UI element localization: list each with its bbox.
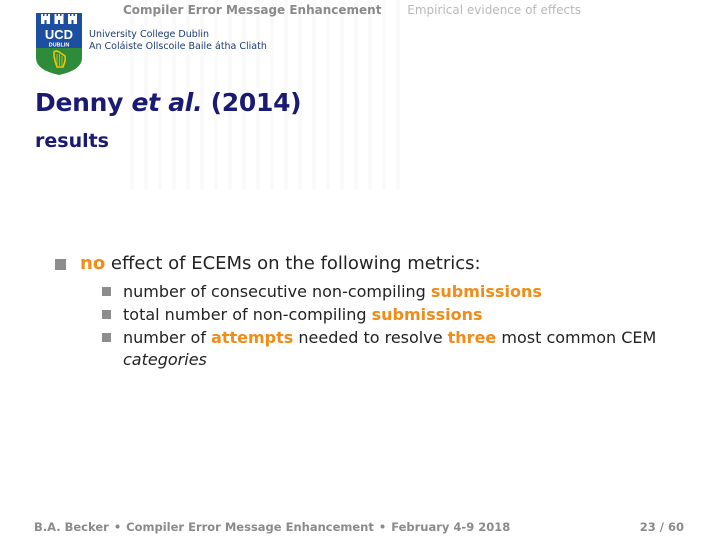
nav-section-next[interactable]: Empirical evidence of effects	[407, 3, 582, 17]
slide-subtitle: results	[35, 130, 109, 152]
footer-talk: Compiler Error Message Enhancement	[126, 520, 374, 534]
list-item-text: number of	[123, 328, 212, 347]
title-year: (2014)	[210, 88, 302, 117]
ucd-name-irish: An Coláiste Ollscoile Baile átha Cliath	[89, 41, 267, 52]
list-item-text: total number of non-compiling	[123, 305, 372, 324]
section-navigation: Compiler Error Message Enhancement Empir…	[123, 3, 581, 17]
title-author: Denny	[35, 88, 124, 117]
bullet-square-icon	[102, 310, 111, 319]
footer-date: February 4-9 2018	[391, 520, 511, 534]
ucd-logo: UCD DUBLIN University College Dublin An …	[35, 12, 275, 80]
page-number: 23 / 60	[639, 520, 684, 534]
highlight-word: attempts	[211, 328, 294, 347]
list-item-text: needed to resolve	[293, 328, 448, 347]
bullet-square-icon	[102, 333, 111, 342]
highlight-word: submissions	[371, 305, 483, 324]
footer-separator: •	[113, 520, 122, 534]
highlight-word: submissions	[430, 282, 542, 301]
list-item-text: most common CEM	[496, 328, 657, 347]
highlight-no: no	[80, 253, 106, 274]
svg-text:DUBLIN: DUBLIN	[49, 43, 70, 49]
ucd-crest-icon: UCD DUBLIN	[36, 13, 82, 75]
main-bullet-text: effect of ECEMs on the following metrics…	[105, 253, 481, 274]
list-item-text: number of consecutive non-compiling	[123, 282, 431, 301]
footer-author: B.A. Becker	[34, 520, 109, 534]
slide-content: no effect of ECEMs on the following metr…	[55, 252, 695, 372]
slide-title: Denny et al. (2014)	[35, 88, 302, 117]
list-item: number of attempts needed to resolve thr…	[102, 327, 695, 371]
metrics-list: number of consecutive non-compiling subm…	[102, 281, 695, 371]
list-item: number of consecutive non-compiling subm…	[102, 281, 695, 303]
list-item: total number of non-compiling submission…	[102, 304, 695, 326]
bullet-square-icon	[55, 259, 66, 270]
slide-footer: B.A. Becker • Compiler Error Message Enhan…	[34, 520, 684, 534]
highlight-word: three	[447, 328, 497, 347]
svg-text:UCD: UCD	[45, 27, 73, 42]
title-etal: et al.	[131, 88, 203, 117]
ucd-name-english: University College Dublin	[89, 29, 210, 40]
nav-section-current[interactable]: Compiler Error Message Enhancement	[123, 3, 382, 17]
main-bullet: no effect of ECEMs on the following metr…	[55, 252, 695, 276]
bullet-square-icon	[102, 287, 111, 296]
italic-word: categories	[123, 350, 207, 369]
ucd-name: University College Dublin An Coláiste Ol…	[89, 29, 267, 53]
footer-separator: •	[378, 520, 387, 534]
